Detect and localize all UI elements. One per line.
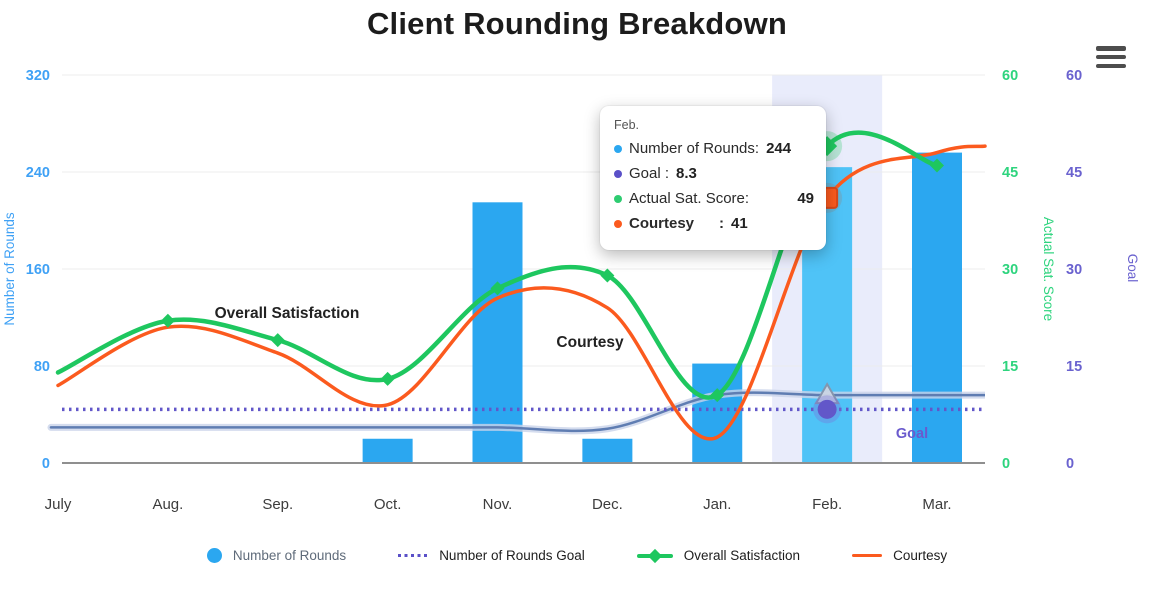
diamond-line-swatch-icon <box>636 548 673 563</box>
satisfaction-marker-diamond <box>600 268 615 283</box>
x-axis-label: Sep. <box>262 496 293 513</box>
left-axis-title: Number of Rounds <box>2 212 17 326</box>
x-axis-label: Jan. <box>703 496 731 513</box>
sat-axis-tick: 0 <box>1002 456 1010 472</box>
legend: Number of Rounds Number of Rounds Goal Ove… <box>0 548 1154 563</box>
left-axis-tick: 160 <box>26 262 50 278</box>
legend-label: Courtesy <box>893 548 948 563</box>
x-axis-label: Nov. <box>483 496 513 513</box>
line-swatch-icon <box>852 553 883 558</box>
tooltip-label: Goal : <box>629 165 670 182</box>
chart-svg: 0 80 160 240 320 0 15 30 45 60 0 15 30 45 60 July Aug. Se… <box>2 68 1140 513</box>
bar-Jan[interactable] <box>692 363 743 463</box>
tooltip-title: Feb. <box>614 118 640 132</box>
legend-label: Number of Rounds Goal <box>439 548 585 563</box>
goal-axis-tick: 45 <box>1066 165 1082 181</box>
goal-line <box>49 391 985 433</box>
rounds-goal-marker-circle <box>817 399 837 419</box>
satisfaction-marker-diamond <box>930 158 944 173</box>
series-bullet-icon <box>614 144 622 153</box>
satisfaction-marker-diamond <box>160 313 175 328</box>
sat-axis-tick: 45 <box>1002 165 1018 181</box>
left-axis-tick: 80 <box>34 359 50 375</box>
tooltip-label: Number of Rounds: <box>629 140 760 157</box>
x-axis-label: Aug. <box>152 496 183 513</box>
tooltip-label: Courtesy : <box>629 215 725 232</box>
series-bullet-icon <box>614 219 622 228</box>
left-axis-tick: 320 <box>26 68 50 84</box>
sat-axis-title: Actual Sat. Score <box>1041 217 1056 321</box>
tooltip-value: 49 <box>797 190 814 207</box>
x-axis-label: Feb. <box>812 496 842 513</box>
chart-title: Client Rounding Breakdown <box>366 6 788 41</box>
x-axis-label: Oct. <box>374 496 402 513</box>
tooltip-row: Courtesy : 41 <box>614 211 814 236</box>
sat-axis-tick: 60 <box>1002 68 1018 84</box>
legend-item-courtesy[interactable]: Courtesy <box>852 548 947 563</box>
courtesy-line <box>56 144 987 441</box>
bar-Oct[interactable] <box>362 438 413 463</box>
tooltip-row: Actual Sat. Score: 49 <box>614 186 814 211</box>
satisfaction-marker-diamond <box>490 281 505 296</box>
satisfaction-marker-diamond <box>270 333 285 348</box>
satisfaction-marker-diamond <box>710 388 725 403</box>
goal-axis-tick: 30 <box>1066 262 1082 278</box>
goal-axis-tick: 60 <box>1066 68 1082 84</box>
left-axis-tick: 0 <box>42 456 50 472</box>
x-axis-label: July <box>45 496 72 513</box>
annotation: Goal <box>896 426 928 442</box>
series-bullet-icon <box>614 169 622 178</box>
legend-label: Overall Satisfaction <box>683 548 801 563</box>
tooltip-value: 244 <box>766 140 792 157</box>
goal-axis-title: Goal <box>1125 254 1140 283</box>
tooltip: Feb. Number of Rounds: 244 Goal : 8.3 Actual… <box>600 106 826 250</box>
sat-axis-tick: 15 <box>1002 359 1018 375</box>
bar-Mar[interactable] <box>912 152 962 463</box>
x-axis-label: Mar. <box>922 496 951 513</box>
bar-Dec[interactable] <box>582 438 633 463</box>
annotation: Overall Satisfaction <box>215 305 360 322</box>
series-bullet-icon <box>614 194 622 203</box>
sat-axis-tick: 30 <box>1002 262 1018 278</box>
tooltip-value: 8.3 <box>676 165 697 182</box>
left-axis-tick: 240 <box>26 165 50 181</box>
x-axis-label: Dec. <box>592 496 623 513</box>
tooltip-row: Goal : 8.3 <box>614 161 814 186</box>
circle-swatch-icon <box>206 548 222 563</box>
dotted-swatch-icon <box>398 553 429 558</box>
tooltip-rows: Number of Rounds: 244 Goal : 8.3 Actual Sat.… <box>614 136 814 236</box>
legend-item-number-of-rounds[interactable]: Number of Rounds <box>206 548 347 563</box>
hamburger-menu-icon[interactable] <box>1096 46 1126 68</box>
tooltip-label: Actual Sat. Score: <box>629 190 750 207</box>
legend-item-number-of-rounds-goal[interactable]: Number of Rounds Goal <box>398 548 585 563</box>
bar-Nov[interactable] <box>472 202 523 463</box>
legend-label: Number of Rounds <box>232 548 347 563</box>
tooltip-value: 41 <box>731 215 748 232</box>
tooltip-row: Number of Rounds: 244 <box>614 136 814 161</box>
legend-item-overall-satisfaction[interactable]: Overall Satisfaction <box>636 548 801 563</box>
goal-axis-tick: 15 <box>1066 359 1082 375</box>
satisfaction-marker-diamond <box>380 371 395 386</box>
goal-axis-tick: 0 <box>1066 456 1074 472</box>
annotation: Courtesy <box>556 334 624 351</box>
